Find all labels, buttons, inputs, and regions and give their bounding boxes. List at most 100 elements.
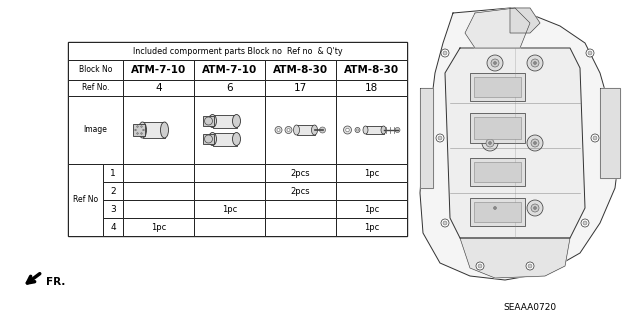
Bar bbox=[265, 218, 336, 236]
Circle shape bbox=[491, 204, 499, 212]
Bar bbox=[474, 117, 521, 139]
Bar bbox=[265, 80, 336, 96]
Ellipse shape bbox=[277, 129, 280, 131]
Polygon shape bbox=[600, 88, 620, 178]
Bar bbox=[194, 60, 265, 80]
Circle shape bbox=[527, 200, 543, 216]
Text: SEAAA0720: SEAAA0720 bbox=[504, 303, 557, 313]
Ellipse shape bbox=[287, 129, 290, 131]
Text: 3: 3 bbox=[110, 204, 116, 213]
Ellipse shape bbox=[363, 126, 368, 134]
Bar bbox=[265, 182, 336, 200]
Bar bbox=[132, 124, 145, 136]
Circle shape bbox=[443, 51, 447, 55]
Circle shape bbox=[141, 133, 142, 134]
Bar bbox=[68, 96, 123, 164]
Bar bbox=[202, 116, 214, 126]
Text: ATM-7-10: ATM-7-10 bbox=[202, 65, 257, 75]
Text: 1pc: 1pc bbox=[364, 168, 379, 177]
Text: 1: 1 bbox=[110, 168, 116, 177]
Text: 4: 4 bbox=[155, 83, 162, 93]
Bar bbox=[212, 115, 237, 128]
Circle shape bbox=[488, 142, 492, 145]
Polygon shape bbox=[420, 88, 433, 188]
Bar bbox=[336, 218, 407, 236]
Text: 1pc: 1pc bbox=[364, 204, 379, 213]
Bar bbox=[68, 164, 103, 236]
Bar bbox=[194, 164, 265, 182]
Circle shape bbox=[486, 139, 494, 147]
Bar bbox=[103, 182, 123, 200]
Text: ATM-8-30: ATM-8-30 bbox=[344, 65, 399, 75]
Ellipse shape bbox=[294, 125, 300, 135]
Bar bbox=[68, 42, 407, 60]
Circle shape bbox=[441, 219, 449, 227]
Circle shape bbox=[143, 129, 144, 131]
Bar bbox=[143, 122, 164, 138]
Bar bbox=[336, 182, 407, 200]
Circle shape bbox=[137, 133, 138, 134]
Ellipse shape bbox=[232, 115, 241, 128]
Polygon shape bbox=[460, 238, 570, 278]
Circle shape bbox=[581, 219, 589, 227]
Circle shape bbox=[441, 49, 449, 57]
Bar bbox=[265, 200, 336, 218]
Text: Included comporment parts Block no  Ref no  & Q'ty: Included comporment parts Block no Ref n… bbox=[132, 47, 342, 56]
Bar bbox=[123, 182, 194, 200]
Polygon shape bbox=[420, 8, 620, 280]
Circle shape bbox=[134, 129, 136, 131]
Bar bbox=[470, 113, 525, 143]
Bar bbox=[194, 182, 265, 200]
Text: 4: 4 bbox=[110, 222, 116, 232]
Bar bbox=[123, 218, 194, 236]
Polygon shape bbox=[510, 8, 540, 33]
Ellipse shape bbox=[344, 126, 351, 134]
Bar bbox=[336, 200, 407, 218]
Ellipse shape bbox=[138, 122, 147, 138]
Circle shape bbox=[491, 59, 499, 67]
Bar bbox=[365, 126, 383, 134]
Circle shape bbox=[487, 200, 503, 216]
Bar bbox=[194, 218, 265, 236]
Circle shape bbox=[583, 221, 587, 225]
Circle shape bbox=[531, 59, 539, 67]
Text: 17: 17 bbox=[294, 83, 307, 93]
Bar bbox=[296, 125, 314, 135]
Circle shape bbox=[527, 135, 543, 151]
Bar bbox=[68, 42, 407, 236]
Circle shape bbox=[493, 206, 497, 210]
Bar bbox=[212, 132, 237, 145]
Bar bbox=[68, 80, 123, 96]
Ellipse shape bbox=[232, 132, 241, 145]
Circle shape bbox=[476, 262, 484, 270]
Bar bbox=[123, 96, 194, 164]
Bar bbox=[265, 96, 336, 164]
Ellipse shape bbox=[209, 132, 216, 145]
Circle shape bbox=[534, 142, 536, 145]
Text: 2pcs: 2pcs bbox=[291, 187, 310, 196]
Bar bbox=[103, 164, 123, 182]
Text: 6: 6 bbox=[226, 83, 233, 93]
Circle shape bbox=[478, 264, 482, 268]
Circle shape bbox=[527, 55, 543, 71]
Polygon shape bbox=[445, 48, 585, 238]
Circle shape bbox=[487, 55, 503, 71]
Bar bbox=[103, 218, 123, 236]
Circle shape bbox=[588, 51, 592, 55]
Ellipse shape bbox=[312, 125, 317, 135]
Bar bbox=[194, 96, 265, 164]
Circle shape bbox=[591, 134, 599, 142]
Polygon shape bbox=[465, 8, 530, 48]
Bar bbox=[470, 73, 525, 101]
Circle shape bbox=[493, 62, 497, 64]
Circle shape bbox=[528, 264, 532, 268]
Circle shape bbox=[438, 136, 442, 140]
Ellipse shape bbox=[161, 122, 168, 138]
Circle shape bbox=[395, 128, 400, 132]
Circle shape bbox=[436, 134, 444, 142]
Ellipse shape bbox=[381, 126, 386, 134]
Bar bbox=[336, 96, 407, 164]
Bar bbox=[123, 80, 194, 96]
Bar bbox=[123, 200, 194, 218]
Circle shape bbox=[319, 127, 326, 133]
